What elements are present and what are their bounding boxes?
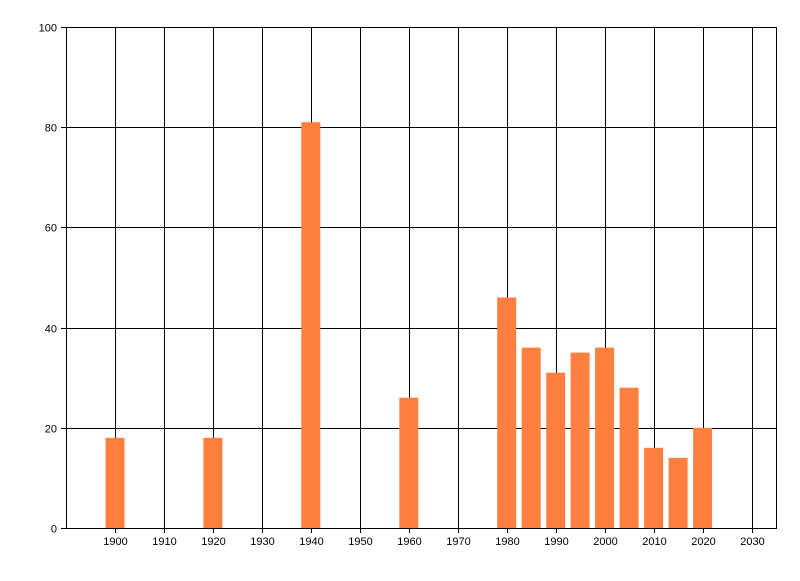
x-tick-label-1980: 1980 [495, 536, 519, 548]
x-tick-label-2030: 2030 [740, 536, 764, 548]
x-tick-label-1930: 1930 [250, 536, 274, 548]
bar-1940 [301, 122, 321, 528]
x-tick-label-1990: 1990 [544, 536, 568, 548]
bar-2015 [668, 457, 688, 528]
grid-lines [66, 27, 777, 529]
bar-1985 [521, 347, 541, 528]
bar-2010 [644, 447, 664, 528]
x-tick-label-1910: 1910 [152, 536, 176, 548]
bar-1980 [497, 297, 517, 528]
x-tick-label-1920: 1920 [201, 536, 225, 548]
bar-2000 [595, 347, 615, 528]
bar-1990 [546, 372, 566, 528]
x-tick-label-2000: 2000 [593, 536, 617, 548]
bar-1995 [570, 352, 590, 528]
tick-labels: 0 20 40 60 80 100 1900 1910 1920 1930 1940 1950 1960… [39, 23, 765, 549]
axes [61, 27, 777, 533]
bar-2020 [693, 427, 713, 528]
y-tick-label-100: 100 [39, 23, 57, 35]
bar-1920 [203, 437, 223, 528]
bar-1900 [105, 437, 125, 528]
bar-1960 [399, 397, 419, 528]
x-tick-label-1970: 1970 [446, 536, 470, 548]
x-tick-label-2010: 2010 [642, 536, 666, 548]
x-tick-label-2020: 2020 [691, 536, 715, 548]
y-tick-label-0: 0 [51, 524, 57, 536]
x-tick-label-1940: 1940 [299, 536, 323, 548]
bar-2005 [619, 387, 639, 528]
y-tick-label-80: 80 [45, 123, 57, 135]
y-tick-label-40: 40 [45, 324, 57, 336]
y-tick-label-20: 20 [45, 424, 57, 436]
x-tick-label-1900: 1900 [103, 536, 127, 548]
x-tick-label-1950: 1950 [348, 536, 372, 548]
bars [105, 122, 713, 528]
y-tick-label-60: 60 [45, 223, 57, 235]
x-tick-label-1960: 1960 [397, 536, 421, 548]
